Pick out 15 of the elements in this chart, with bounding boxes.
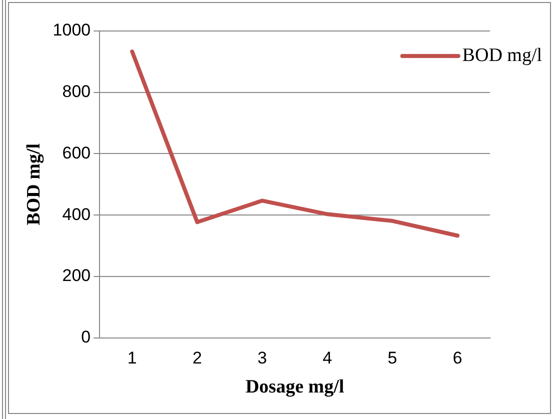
y-tick-label: 600 (62, 143, 91, 162)
legend-label: BOD mg/l (462, 44, 542, 66)
y-tick-label: 800 (62, 82, 91, 102)
x-tick-label: 2 (192, 348, 202, 368)
x-tick-label: 4 (322, 348, 332, 368)
y-tick-label: 400 (62, 204, 91, 224)
x-tick-label: 1 (127, 348, 137, 368)
y-tick-label: 1000 (52, 20, 91, 40)
x-axis-title: Dosage mg/l (245, 376, 344, 398)
y-tick-label: 200 (62, 266, 91, 286)
y-axis-title: BOD mg/l (23, 143, 44, 226)
x-tick-label: 3 (258, 348, 268, 368)
x-tick-label: 5 (388, 348, 398, 368)
x-tick-label: 6 (452, 348, 462, 368)
y-tick-label: 0 (81, 327, 91, 346)
